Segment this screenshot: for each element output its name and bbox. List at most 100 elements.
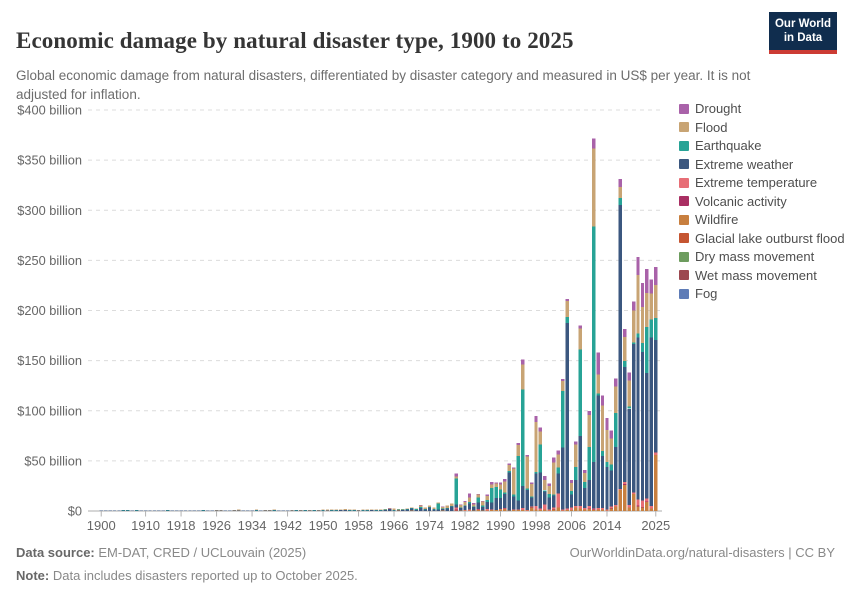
bar-segment-2008-extreme-temperature[interactable]	[578, 505, 583, 509]
bar-segment-1978-earthquake[interactable]	[445, 507, 449, 509]
bar-segment-2011-volcanic-activity[interactable]	[591, 509, 596, 510]
bar-segment-2009-extreme-temperature[interactable]	[583, 507, 587, 510]
bar-segment-2018-drought[interactable]	[623, 328, 627, 337]
bar-segment-2022-extreme-temperature[interactable]	[640, 500, 645, 507]
bar-segment-1992-flood[interactable]	[507, 464, 512, 471]
bar-segment-1976-earthquake[interactable]	[436, 503, 441, 510]
legend-item-wet-mass-movement[interactable]: Wet mass movement	[679, 268, 847, 283]
bar-segment-1953-extreme-weather[interactable]	[334, 510, 339, 512]
bar-segment-1988-extreme-temperature[interactable]	[489, 509, 494, 510]
bar-segment-2002-drought[interactable]	[552, 457, 556, 463]
bar-segment-2025-wildfire[interactable]	[654, 454, 658, 511]
bar-2007[interactable]	[574, 441, 578, 511]
bar-segment-1985-wildfire[interactable]	[476, 510, 481, 511]
bar-segment-2014-extreme-weather[interactable]	[605, 467, 609, 510]
bar-segment-2006-extreme-weather[interactable]	[569, 494, 574, 508]
bar-segment-2021-wildfire[interactable]	[636, 506, 640, 511]
bar-segment-2023-extreme-weather[interactable]	[645, 373, 649, 499]
bar-segment-1976-extreme-weather[interactable]	[436, 509, 441, 512]
bar-segment-2000-drought[interactable]	[543, 476, 547, 481]
bar-segment-1951-flood[interactable]	[325, 509, 330, 511]
bar-segment-1947-extreme-weather[interactable]	[308, 510, 312, 512]
bar-segment-2006-earthquake[interactable]	[569, 490, 574, 495]
bar-1948[interactable]	[312, 509, 316, 511]
bar-segment-2004-earthquake[interactable]	[560, 391, 565, 448]
bar-segment-2018-extreme-weather[interactable]	[623, 366, 627, 483]
bar-1968[interactable]	[401, 509, 405, 511]
bar-2017[interactable]	[618, 179, 622, 511]
bar-segment-2019-extreme-temperature[interactable]	[627, 504, 631, 508]
bar-segment-1983-extreme-temperature[interactable]	[467, 509, 472, 511]
bar-segment-1988-flood[interactable]	[489, 484, 494, 488]
bar-segment-1993-drought[interactable]	[512, 467, 516, 469]
bar-segment-1985-extreme-temperature[interactable]	[476, 509, 481, 510]
bar-segment-1938-extreme-weather[interactable]	[268, 510, 272, 512]
bar-1943[interactable]	[290, 509, 294, 511]
bar-segment-2004-drought[interactable]	[560, 379, 565, 382]
bar-segment-2009-flood[interactable]	[583, 472, 587, 482]
bar-segment-1983-flood[interactable]	[467, 497, 472, 502]
bar-segment-2013-extreme-weather[interactable]	[600, 455, 605, 508]
bar-segment-2013-drought[interactable]	[600, 395, 605, 406]
bar-segment-1997-extreme-temperature[interactable]	[529, 506, 534, 507]
bar-segment-1977-flood[interactable]	[441, 506, 445, 509]
bar-segment-1971-earthquake[interactable]	[414, 509, 418, 510]
bar-segment-1974-earthquake[interactable]	[427, 506, 432, 508]
bar-segment-2005-wildfire[interactable]	[565, 509, 569, 511]
bar-segment-1984-extreme-weather[interactable]	[472, 506, 476, 511]
bar-1989[interactable]	[494, 482, 498, 511]
bar-segment-1926-extreme-weather[interactable]	[214, 510, 219, 512]
bar-2015[interactable]	[609, 430, 614, 511]
bar-segment-1985-earthquake[interactable]	[476, 497, 481, 503]
bar-segment-2012-wildfire[interactable]	[596, 509, 600, 512]
bar-segment-2023-earthquake[interactable]	[645, 327, 649, 374]
bar-segment-1991-flood[interactable]	[503, 481, 507, 493]
bar-segment-1942-extreme-weather[interactable]	[285, 510, 290, 512]
bar-1934[interactable]	[250, 510, 254, 511]
bar-segment-2001-extreme-temperature[interactable]	[547, 509, 552, 511]
bar-segment-1983-drought[interactable]	[467, 493, 472, 498]
legend-item-dry-mass-movement[interactable]: Dry mass movement	[679, 250, 847, 264]
bar-segment-1995-drought[interactable]	[520, 359, 525, 365]
bar-segment-2002-wildfire[interactable]	[552, 509, 556, 512]
bar-segment-1994-extreme-weather[interactable]	[516, 500, 520, 510]
bar-segment-1974-extreme-weather[interactable]	[427, 507, 432, 511]
bar-segment-1954-flood[interactable]	[339, 509, 343, 511]
bar-segment-1928-extreme-weather[interactable]	[223, 510, 228, 512]
bar-segment-1998-wildfire[interactable]	[534, 509, 538, 511]
bar-segment-2022-earthquake[interactable]	[640, 342, 645, 352]
bar-segment-2007-wildfire[interactable]	[574, 507, 578, 511]
bar-segment-2017-extreme-weather[interactable]	[618, 205, 622, 489]
bar-1942[interactable]	[285, 510, 290, 512]
bar-1981[interactable]	[458, 504, 463, 511]
bar-segment-2024-extreme-weather[interactable]	[649, 337, 654, 506]
bar-segment-1966-earthquake[interactable]	[392, 509, 396, 511]
bar-segment-1994-wildfire[interactable]	[516, 509, 520, 511]
bar-segment-1976-flood[interactable]	[436, 502, 441, 504]
bar-segment-2001-wildfire[interactable]	[547, 510, 552, 511]
bar-1915[interactable]	[166, 510, 170, 511]
bar-segment-1999-extreme-weather[interactable]	[538, 472, 543, 509]
bar-segment-1955-extreme-weather[interactable]	[343, 510, 347, 511]
bar-segment-2011-extreme-temperature[interactable]	[591, 508, 596, 510]
bar-segment-2019-extreme-weather[interactable]	[627, 408, 631, 505]
bar-segment-1987-extreme-temperature[interactable]	[485, 509, 489, 511]
bar-segment-2015-drought[interactable]	[609, 430, 614, 439]
bar-segment-2000-extreme-temperature[interactable]	[543, 504, 547, 510]
bar-segment-1959-extreme-weather[interactable]	[361, 510, 365, 512]
bar-segment-1981-extreme-weather[interactable]	[458, 507, 463, 511]
bar-segment-1999-wildfire[interactable]	[538, 510, 543, 511]
bar-segment-2009-earthquake[interactable]	[583, 481, 587, 488]
bar-segment-1999-drought[interactable]	[538, 427, 543, 432]
legend-item-extreme-temperature[interactable]: Extreme temperature	[679, 176, 847, 190]
bar-1919[interactable]	[183, 510, 188, 512]
bar-2003[interactable]	[556, 450, 560, 511]
bar-segment-2005-extreme-weather[interactable]	[565, 322, 569, 509]
bar-segment-1996-extreme-temperature[interactable]	[525, 510, 529, 511]
bar-segment-1958-extreme-weather[interactable]	[356, 510, 361, 512]
bar-segment-1972-extreme-weather[interactable]	[418, 507, 423, 511]
bar-segment-2004-extreme-temperature[interactable]	[560, 509, 565, 511]
bar-segment-2022-volcanic-activity[interactable]	[640, 506, 645, 508]
bar-segment-2020-extreme-weather[interactable]	[631, 344, 636, 493]
bar-segment-2009-wildfire[interactable]	[583, 509, 587, 511]
